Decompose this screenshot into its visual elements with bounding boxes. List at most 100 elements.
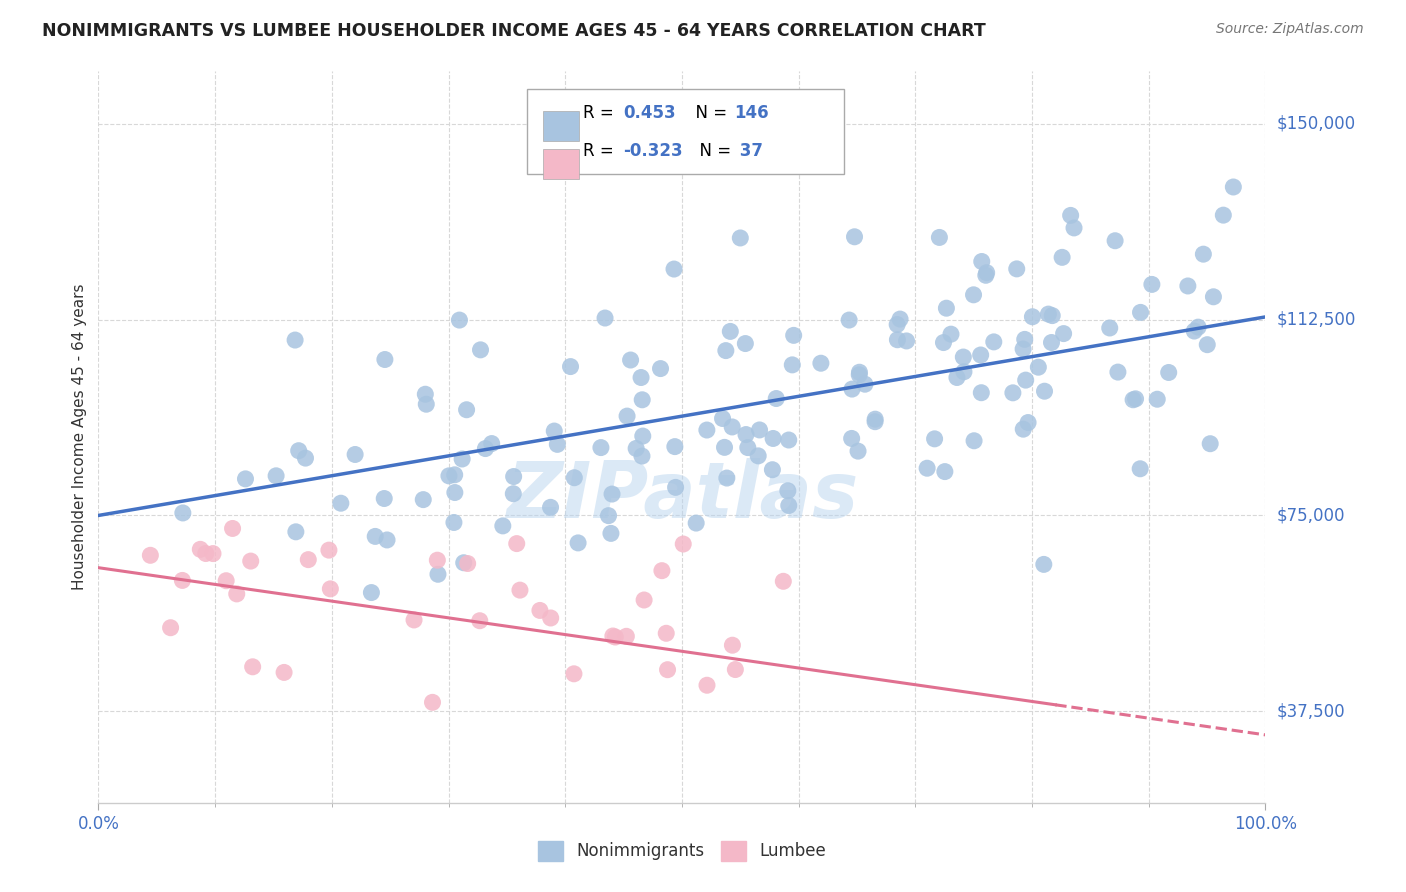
Point — [1199, 436, 1222, 450]
Point — [1129, 305, 1152, 319]
Point — [721, 638, 744, 652]
Point — [546, 437, 568, 451]
Point — [468, 614, 491, 628]
Point — [1177, 279, 1199, 293]
Point — [696, 678, 718, 692]
Point — [451, 452, 474, 467]
Point — [297, 552, 319, 566]
Point — [863, 415, 886, 429]
Point — [952, 350, 974, 364]
Point — [1098, 321, 1121, 335]
Point — [1122, 392, 1144, 407]
Point — [713, 441, 735, 455]
Point — [194, 547, 217, 561]
Point — [201, 547, 224, 561]
Point — [602, 629, 624, 643]
Text: -0.323: -0.323 — [623, 142, 682, 160]
Point — [616, 409, 638, 423]
Point — [273, 665, 295, 680]
Point — [810, 356, 832, 370]
Point — [506, 536, 529, 550]
Point — [1202, 290, 1225, 304]
Point — [889, 312, 911, 326]
Point — [963, 434, 986, 448]
Point — [748, 423, 770, 437]
Point — [631, 449, 654, 463]
Point — [374, 352, 396, 367]
Point — [1040, 309, 1063, 323]
Point — [562, 471, 585, 485]
Point — [1021, 310, 1043, 324]
Point — [221, 521, 243, 535]
Point — [886, 333, 908, 347]
Point — [721, 420, 744, 434]
Text: NONIMMIGRANTS VS LUMBEE HOUSEHOLDER INCOME AGES 45 - 64 YEARS CORRELATION CHART: NONIMMIGRANTS VS LUMBEE HOUSEHOLDER INCO… — [42, 22, 986, 40]
Point — [139, 549, 162, 563]
Point — [735, 427, 758, 442]
Point — [360, 585, 382, 599]
Point — [598, 508, 620, 523]
Point — [600, 487, 623, 501]
Point — [481, 436, 503, 450]
Point — [1038, 307, 1060, 321]
Point — [1050, 251, 1073, 265]
Point — [730, 231, 752, 245]
Point — [778, 433, 800, 447]
Point — [651, 564, 673, 578]
Point — [457, 557, 479, 571]
Text: $112,500: $112,500 — [1277, 310, 1355, 328]
Point — [953, 365, 976, 379]
Point — [841, 382, 863, 396]
Text: $150,000: $150,000 — [1277, 114, 1355, 133]
Point — [422, 695, 444, 709]
Point — [765, 392, 787, 406]
Point — [1125, 392, 1147, 406]
Point — [1017, 416, 1039, 430]
Point — [614, 629, 637, 643]
Point — [863, 412, 886, 426]
Point — [974, 268, 997, 283]
Point — [502, 469, 524, 483]
Text: N =: N = — [685, 103, 733, 121]
Point — [778, 499, 800, 513]
Point — [375, 533, 398, 547]
Point — [983, 334, 1005, 349]
Point — [242, 660, 264, 674]
Point — [509, 583, 531, 598]
Point — [935, 301, 957, 316]
Point — [782, 358, 804, 372]
Point — [924, 432, 946, 446]
Point — [540, 500, 562, 515]
Point — [946, 370, 969, 384]
Point — [724, 663, 747, 677]
Point — [650, 361, 672, 376]
Point — [1028, 360, 1050, 375]
Point — [470, 343, 492, 357]
Point — [970, 385, 993, 400]
Point — [718, 325, 741, 339]
Point — [662, 262, 685, 277]
Point — [1012, 422, 1035, 436]
Point — [412, 492, 434, 507]
Point — [848, 365, 870, 379]
Text: 37: 37 — [734, 142, 763, 160]
Point — [188, 542, 211, 557]
Text: 0.453: 0.453 — [623, 103, 675, 121]
Point — [886, 318, 908, 332]
Point — [402, 613, 425, 627]
Point — [1197, 337, 1219, 351]
Point — [318, 543, 340, 558]
Point — [696, 423, 718, 437]
Point — [716, 471, 738, 485]
Point — [932, 335, 955, 350]
Point — [619, 353, 641, 368]
Point — [319, 582, 342, 596]
Point — [838, 313, 860, 327]
Point — [1212, 208, 1234, 222]
Point — [1052, 326, 1074, 341]
Point — [844, 229, 866, 244]
Point — [776, 483, 799, 498]
Text: R =: R = — [583, 103, 620, 121]
Point — [1059, 208, 1081, 222]
Point — [1187, 320, 1209, 334]
